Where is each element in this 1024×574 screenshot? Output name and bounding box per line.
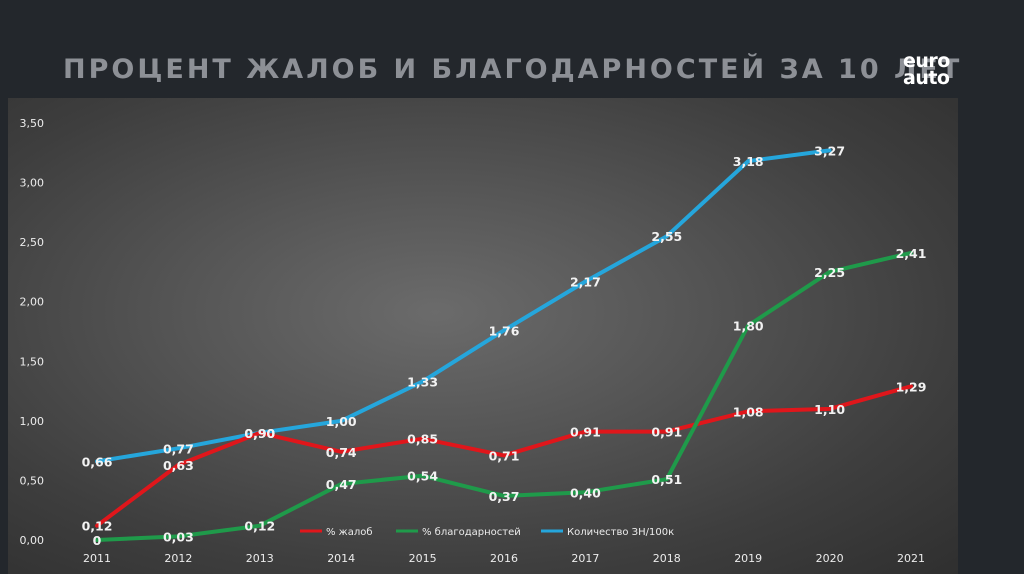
data-label: 0,54: [407, 469, 438, 484]
data-label: 0,77: [163, 441, 194, 456]
x-tick-label: 2017: [571, 552, 599, 565]
y-tick-label: 1,00: [20, 415, 45, 428]
x-tick-label: 2021: [897, 552, 925, 565]
data-label: 1,00: [326, 414, 357, 429]
series-line: [95, 148, 832, 464]
x-tick-label: 2015: [409, 552, 437, 565]
data-label: 1,80: [733, 319, 764, 334]
data-label: 0,66: [82, 454, 113, 469]
logo-line-1: euro: [903, 50, 950, 72]
data-labels: 0,12 0,63 0,90 0,74 0,85 0,71 0,91 0,91 1,08 1,10…: [82, 143, 927, 548]
data-label: 2,55: [651, 229, 682, 244]
data-label: 0,63: [163, 458, 194, 473]
x-tick-label: 2019: [734, 552, 762, 565]
y-tick-label: 2,00: [20, 296, 45, 309]
y-tick-label: 1,50: [20, 355, 45, 368]
data-label: 3,27: [814, 143, 845, 158]
y-tick-label: 3,00: [20, 177, 45, 190]
data-label: 1,08: [733, 404, 764, 419]
x-axis-ticks: 2011 2012 2013 2014 2015 2016 2017 2018 2019 2020…: [83, 552, 925, 565]
euroauto-logo: euro auto: [903, 50, 963, 89]
x-tick-label: 2016: [490, 552, 518, 565]
x-tick-label: 2013: [246, 552, 274, 565]
data-label: 0,03: [163, 529, 194, 544]
data-label: 1,33: [407, 375, 438, 390]
data-label: 0,12: [244, 519, 275, 534]
series-lines: [95, 148, 913, 542]
data-label: 0,51: [651, 472, 682, 487]
legend-label: % жалоб: [326, 527, 373, 538]
data-label: 0,91: [651, 425, 682, 440]
data-label: 0,71: [489, 448, 520, 463]
y-tick-label: 2,50: [20, 236, 45, 249]
series-line: [95, 250, 913, 542]
data-label: 0,85: [407, 432, 438, 447]
data-label: 1,29: [896, 379, 927, 394]
data-label: 0: [93, 533, 102, 548]
chart-panel: [8, 98, 958, 574]
data-label: 0,90: [244, 426, 275, 441]
page-title: ПРОЦЕНТ ЖАЛОБ И БЛАГОДАРНОСТЕЙ ЗА 10 ЛЕТ: [63, 54, 963, 85]
y-axis-ticks: 0,00 0,50 1,00 1,50 2,00 2,50 3,00 3,50: [20, 117, 45, 547]
y-tick-label: 0,50: [20, 474, 45, 487]
x-tick-label: 2020: [816, 552, 844, 565]
data-label: 0,37: [489, 489, 520, 504]
data-label: 0,90: [244, 426, 275, 441]
data-label: 3,18: [733, 154, 764, 169]
y-tick-label: 3,50: [20, 117, 45, 130]
data-label: 0,74: [326, 445, 357, 460]
data-label: 0,47: [326, 477, 357, 492]
series-line: [95, 384, 913, 528]
data-label: 1,10: [814, 402, 845, 417]
data-label: 2,41: [896, 246, 927, 261]
x-tick-label: 2014: [327, 552, 355, 565]
data-label: 2,25: [814, 265, 845, 280]
x-tick-label: 2018: [653, 552, 681, 565]
legend: % жалоб % благодарностей Количество ЗН/100…: [300, 527, 674, 538]
legend-label: % благодарностей: [422, 527, 521, 538]
legend-label: Количество ЗН/100к: [567, 527, 674, 538]
y-tick-label: 0,00: [20, 534, 45, 547]
x-tick-label: 2011: [83, 552, 111, 565]
x-tick-label: 2012: [164, 552, 192, 565]
data-label: 0,12: [82, 519, 113, 534]
data-label: 2,17: [570, 274, 601, 289]
data-label: 1,76: [489, 323, 520, 338]
data-label: 0,40: [570, 485, 601, 500]
data-label: 0,91: [570, 425, 601, 440]
logo-line-2: auto: [903, 67, 950, 89]
